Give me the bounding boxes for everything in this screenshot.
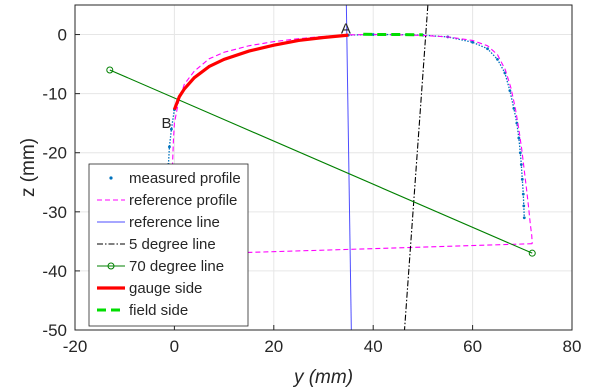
x-tick-label: -20 <box>63 337 88 356</box>
x-tick-label: 40 <box>364 337 383 356</box>
y-tick-label: -30 <box>42 203 67 222</box>
ticks: -20 0 20 40 60 80 0 -10 -20 -30 -40 -50 <box>42 26 581 356</box>
x-tick-label: 20 <box>264 337 283 356</box>
legend-swatch-70-degree-line-marker <box>107 262 115 270</box>
x-tick-label: 0 <box>170 337 179 356</box>
series-gauge-side-line <box>172 33 349 111</box>
series-70-degree-line-marker <box>106 66 114 74</box>
x-axis-label: y (mm) <box>292 367 353 388</box>
legend-label: 70 degree line <box>129 258 224 275</box>
legend-label: measured profile <box>129 170 241 187</box>
series-70-degree-line-line <box>109 69 533 254</box>
annotation-b: B <box>161 115 171 132</box>
series-reference-profile-line <box>171 33 533 244</box>
y-tick-label: -20 <box>42 144 67 163</box>
y-tick-label: -10 <box>42 85 67 104</box>
annotations: AB <box>161 20 350 132</box>
legend-label: reference profile <box>129 192 237 209</box>
legend: measured profile reference profile referen… <box>88 163 249 327</box>
plot-frame <box>74 4 573 331</box>
series-measured-profile-point <box>522 216 526 220</box>
legend-label: reference line <box>129 214 220 231</box>
series-70-degree-line-marker <box>528 249 536 257</box>
x-tick-label: 80 <box>563 337 582 356</box>
y-axis-label: z (mm) <box>18 138 39 197</box>
legend-label: 5 degree line <box>129 236 216 253</box>
legend-swatch-measured-profile <box>109 176 113 180</box>
y-tick-label: -50 <box>42 321 67 340</box>
legend-label: gauge side <box>129 280 202 297</box>
legend-box <box>88 163 249 327</box>
y-tick-label: 0 <box>58 26 67 45</box>
annotation-a: A <box>341 20 351 37</box>
series-field-side-line <box>363 32 423 37</box>
series-reference-line-line <box>345 4 352 331</box>
series-5-degree-line-line <box>403 4 429 331</box>
y-tick-label: -40 <box>42 262 67 281</box>
x-tick-label: 60 <box>463 337 482 356</box>
legend-label: field side <box>129 302 188 319</box>
